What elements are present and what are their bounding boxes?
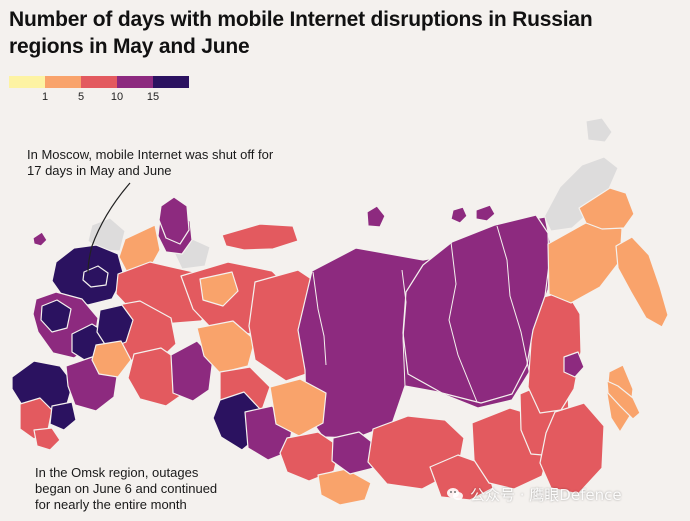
region-svalbard-island xyxy=(366,205,386,228)
legend-swatch-highest xyxy=(153,76,189,88)
region-border-yakutia xyxy=(496,225,530,372)
legend: 1 5 10 15 xyxy=(9,76,191,103)
region-volga-dark xyxy=(96,304,134,350)
region-urals-orange xyxy=(196,320,256,374)
region-jewish xyxy=(563,351,585,378)
region-franz-josef-island xyxy=(450,206,468,224)
wechat-icon xyxy=(446,487,464,502)
legend-swatch-low xyxy=(45,76,81,88)
region-taymyr-island xyxy=(475,204,496,222)
legend-label-5: 5 xyxy=(77,91,85,103)
region-novaya-zemlya xyxy=(158,196,190,245)
region-arctic-island-red xyxy=(221,223,299,251)
region-moscow xyxy=(82,265,109,288)
no-data-region-northwest xyxy=(87,217,126,252)
omsk-annotation: In the Omsk region, outages began on Jun… xyxy=(35,465,218,512)
legend-label-1: 1 xyxy=(41,91,49,103)
legend-label-10: 10 xyxy=(110,91,124,103)
region-tomsk-orange xyxy=(269,378,327,437)
region-border-west-siberia xyxy=(401,269,407,387)
legend-swatch-high xyxy=(117,76,153,88)
region-border-lena xyxy=(448,241,478,403)
region-altai xyxy=(317,468,372,506)
region-kamchatka xyxy=(615,236,669,328)
moscow-callout-line xyxy=(87,182,131,274)
region-border-north-urals xyxy=(312,271,327,366)
moscow-annotation: In Moscow, mobile Internet was shut off … xyxy=(27,147,274,178)
region-kuril-south xyxy=(606,380,641,420)
no-data-region-island xyxy=(585,117,613,143)
region-caucasus-east xyxy=(49,401,77,431)
region-primorye xyxy=(539,402,605,495)
region-kaliningrad xyxy=(32,231,48,247)
region-caucasus-south xyxy=(33,427,61,451)
watermark: 公众号 · 鹰眼Defence xyxy=(446,483,622,505)
no-data-region-far-northeast xyxy=(543,156,619,232)
region-west-dark-a xyxy=(40,299,72,333)
legend-swatch-medium xyxy=(81,76,117,88)
region-yakutia xyxy=(402,214,550,404)
legend-swatch-lowest xyxy=(9,76,45,88)
region-nenets-orange xyxy=(199,271,239,307)
legend-label-15: 15 xyxy=(146,91,160,103)
page-title: Number of days with mobile Internet disr… xyxy=(9,8,593,58)
watermark-text: 公众号 · 鹰眼Defence xyxy=(470,485,622,504)
region-volga-orange xyxy=(91,340,132,378)
region-chukotka xyxy=(578,187,635,230)
region-orenburg xyxy=(170,340,214,402)
region-buryatia xyxy=(429,454,494,501)
